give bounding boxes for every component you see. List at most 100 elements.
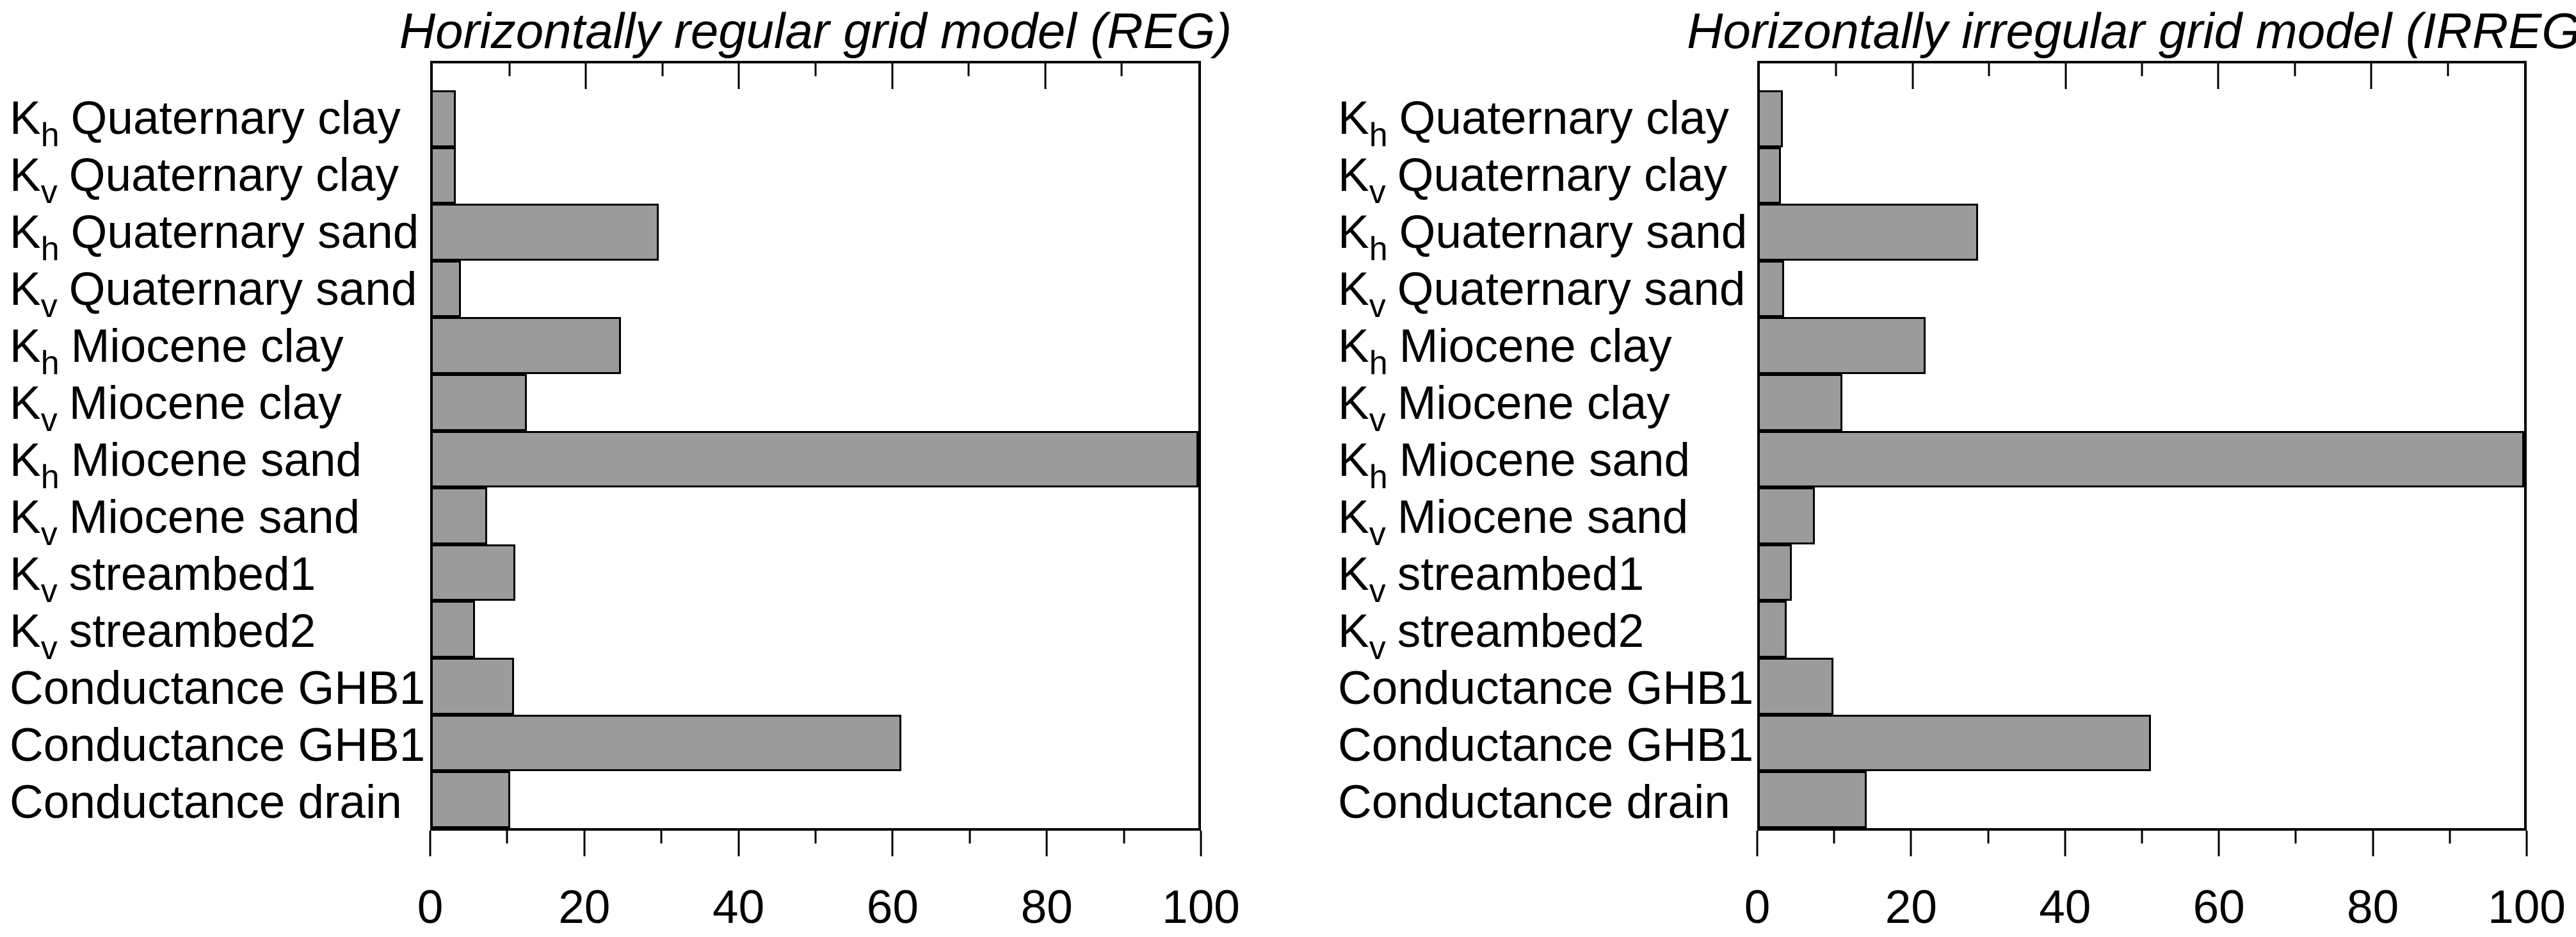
top-major-tick-40 bbox=[2065, 63, 2067, 89]
bar-kh-quaternary-clay bbox=[1760, 90, 1783, 147]
category-label-text: Conductance GHB1 bbox=[1338, 662, 1754, 714]
bottom-minor-tick-10 bbox=[506, 831, 508, 843]
top-minor-tick-30 bbox=[1988, 63, 1990, 76]
bar-row bbox=[1760, 147, 2524, 204]
x-tick-label-80: 80 bbox=[1020, 881, 1073, 933]
bar-row bbox=[1760, 714, 2524, 772]
category-label-subscript: v bbox=[40, 401, 58, 439]
top-minor-tick-10 bbox=[1835, 63, 1837, 76]
top-minor-tick-30 bbox=[661, 63, 664, 76]
bottom-minor-tick-70 bbox=[2294, 831, 2297, 843]
category-label-text: Quaternary sand bbox=[1399, 206, 1748, 258]
bar-row bbox=[1760, 374, 2524, 431]
category-label-symbol: K bbox=[1338, 149, 1369, 201]
bar-row bbox=[433, 658, 1198, 715]
bar-row bbox=[433, 714, 1198, 772]
plot-area bbox=[1757, 61, 2527, 831]
bar-kh-quaternary-sand bbox=[433, 204, 659, 261]
bar-kv-streambed2 bbox=[433, 601, 475, 658]
category-label-subscript: h bbox=[1369, 116, 1388, 154]
category-label-subscript: v bbox=[40, 287, 58, 325]
x-tick-labels: 0 20 40 60 80 100 bbox=[417, 879, 1240, 936]
x-tick-label-60: 60 bbox=[866, 881, 919, 933]
category-label-subscript: h bbox=[1369, 458, 1388, 496]
bar-row bbox=[433, 260, 1198, 318]
bar-row bbox=[1760, 90, 2524, 147]
top-ticks bbox=[433, 63, 1198, 95]
bar-row bbox=[1760, 601, 2524, 658]
bar-conductance-drain bbox=[1760, 771, 1867, 828]
category-label-text: Miocene clay bbox=[70, 320, 344, 372]
plot-area bbox=[430, 61, 1201, 831]
category-label-subscript: h bbox=[1369, 344, 1388, 382]
bottom-major-tick-0 bbox=[429, 831, 431, 856]
top-major-tick-40 bbox=[737, 63, 740, 89]
bar-kv-miocene-sand bbox=[433, 487, 487, 544]
category-label-subscript: v bbox=[1369, 173, 1386, 211]
top-major-tick-80 bbox=[1044, 63, 1047, 89]
bar-row bbox=[1760, 317, 2524, 375]
bar-row bbox=[433, 544, 1198, 601]
top-minor-tick-10 bbox=[508, 63, 511, 76]
top-major-tick-20 bbox=[584, 63, 587, 89]
category-label-symbol: K bbox=[10, 377, 41, 429]
bar-row bbox=[1760, 260, 2524, 318]
bar-row bbox=[1760, 544, 2524, 601]
category-label-subscript: v bbox=[40, 515, 58, 553]
category-label-subscript: v bbox=[40, 572, 58, 610]
category-label-text: Miocene sand bbox=[1397, 491, 1689, 543]
bar-kv-quaternary-clay bbox=[1760, 147, 1782, 204]
bar-row bbox=[1760, 204, 2524, 261]
x-tick-labels: 0 20 40 60 80 100 bbox=[1744, 879, 2566, 936]
bar-row bbox=[1760, 771, 2524, 828]
top-major-tick-80 bbox=[2370, 63, 2372, 89]
bar-kh-quaternary-clay bbox=[433, 90, 456, 147]
top-major-tick-60 bbox=[891, 63, 894, 89]
category-label-symbol: K bbox=[1338, 377, 1369, 429]
bottom-ticks bbox=[1756, 831, 2528, 863]
top-minor-tick-90 bbox=[2447, 63, 2449, 76]
bottom-minor-tick-90 bbox=[2449, 831, 2451, 843]
category-label-text: Miocene clay bbox=[1397, 377, 1670, 429]
bottom-major-tick-100 bbox=[2525, 831, 2528, 856]
bar-row bbox=[433, 601, 1198, 658]
category-label-text: Quaternary clay bbox=[70, 92, 401, 144]
bar-kh-miocene-clay bbox=[433, 317, 622, 375]
bottom-major-tick-80 bbox=[2372, 831, 2374, 856]
category-label-subscript: v bbox=[1369, 401, 1386, 439]
chart-title-irreg: Horizontally irregular grid model (IRREG… bbox=[1687, 3, 2576, 59]
chart-title-reg: Horizontally regular grid model (REG) bbox=[399, 3, 1232, 59]
bar-row bbox=[433, 204, 1198, 261]
x-tick-label-40: 40 bbox=[712, 881, 765, 933]
category-label-text: Quaternary clay bbox=[1397, 149, 1727, 201]
category-label-symbol: K bbox=[1338, 605, 1369, 657]
category-label-subscript: v bbox=[1369, 515, 1386, 553]
category-label-symbol: K bbox=[1338, 548, 1369, 600]
category-label-subscript: v bbox=[1369, 629, 1386, 667]
bar-kv-miocene-clay bbox=[1760, 374, 1842, 431]
category-label-text: Miocene clay bbox=[1399, 320, 1672, 372]
x-tick-label-20: 20 bbox=[558, 881, 611, 933]
bar-row bbox=[433, 90, 1198, 147]
bottom-major-tick-20 bbox=[583, 831, 586, 856]
bar-kv-miocene-sand bbox=[1760, 487, 1815, 544]
bar-conductance-ghb1 bbox=[433, 714, 901, 772]
category-label-subscript: v bbox=[40, 173, 58, 211]
category-label-subscript: h bbox=[40, 230, 60, 268]
category-label-text: streambed2 bbox=[68, 605, 316, 657]
category-label-subscript: h bbox=[1369, 230, 1388, 268]
